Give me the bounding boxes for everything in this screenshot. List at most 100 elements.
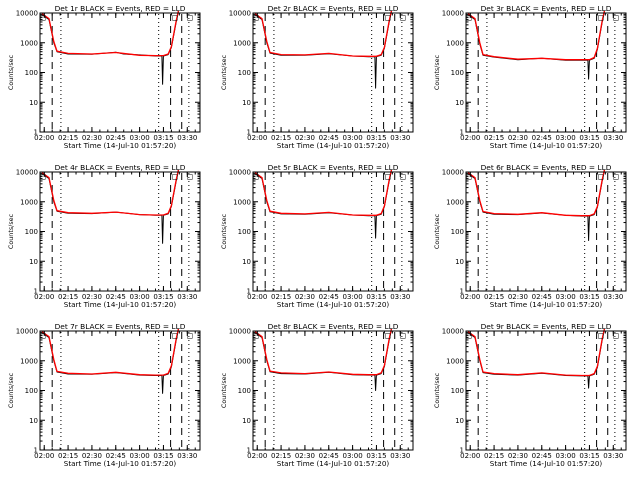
y-axis-label: Counts/sec xyxy=(433,54,441,90)
x-tick-label: 02:00 xyxy=(460,293,480,301)
y-tick-label: 1000 xyxy=(20,39,38,47)
y-tick-label: 10 xyxy=(242,258,251,266)
x-axis-label: Start Time (14-Jul-10 01:57:20) xyxy=(490,300,603,309)
corner-glyph: ◻ xyxy=(400,13,407,22)
x-tick-label: 02:15 xyxy=(484,134,504,142)
series-line-lld xyxy=(254,328,393,376)
x-tick-label: 02:15 xyxy=(484,293,504,301)
corner-glyph: ◻ xyxy=(187,331,194,340)
x-tick-label: 02:45 xyxy=(319,452,339,460)
x-tick-label: 02:30 xyxy=(82,293,102,301)
x-tick-label: 03:00 xyxy=(130,293,150,301)
x-tick-label: 03:30 xyxy=(603,293,623,301)
corner-glyph: ◻ xyxy=(613,331,620,340)
x-tick-label: 03:00 xyxy=(556,293,576,301)
panel-title: Det 1r BLACK = Events, RED = LLD xyxy=(55,4,186,13)
y-tick-label: 10000 xyxy=(442,10,464,18)
y-tick-label: 1 xyxy=(34,288,38,296)
y-tick-label: 1 xyxy=(460,447,464,455)
y-tick-label: 10 xyxy=(242,99,251,107)
series-line-lld xyxy=(41,328,180,376)
x-tick-label: 02:15 xyxy=(271,452,291,460)
series-line-lld xyxy=(41,169,180,216)
y-tick-label: 10 xyxy=(455,258,464,266)
y-tick-label: 100 xyxy=(25,387,38,395)
x-tick-label: 02:30 xyxy=(82,134,102,142)
series-line-lld xyxy=(254,169,393,216)
x-tick-label: 02:45 xyxy=(532,293,552,301)
corner-glyph: ◻ xyxy=(253,331,260,340)
x-tick-label: 02:45 xyxy=(106,452,126,460)
y-axis-label: Counts/sec xyxy=(7,213,15,249)
x-tick-label: 03:15 xyxy=(153,293,173,301)
x-tick-label: 02:00 xyxy=(247,293,267,301)
y-tick-label: 100 xyxy=(25,69,38,77)
y-tick-label: 1000 xyxy=(233,198,251,206)
corner-glyph: ◻ xyxy=(466,331,473,340)
y-tick-label: 1000 xyxy=(446,198,464,206)
series-line-lld xyxy=(254,10,393,57)
corner-glyph: ◻ xyxy=(400,331,407,340)
x-tick-label: 02:15 xyxy=(271,134,291,142)
x-tick-label: 03:15 xyxy=(153,134,173,142)
x-tick-label: 03:30 xyxy=(177,452,197,460)
y-axis-label: Counts/sec xyxy=(433,213,441,249)
x-tick-label: 03:15 xyxy=(366,134,386,142)
x-tick-label: 02:00 xyxy=(247,452,267,460)
series-line-lld xyxy=(467,10,606,61)
x-tick-label: 03:00 xyxy=(343,134,363,142)
y-tick-label: 100 xyxy=(451,228,464,236)
corner-glyph: ◻ xyxy=(40,172,47,181)
y-tick-label: 10 xyxy=(242,417,251,425)
corner-glyph: ◻ xyxy=(172,331,179,340)
y-tick-label: 10 xyxy=(29,258,38,266)
x-tick-label: 03:15 xyxy=(579,134,599,142)
y-axis-label: Counts/sec xyxy=(7,54,15,90)
x-tick-label: 03:00 xyxy=(130,452,150,460)
y-tick-label: 100 xyxy=(238,228,251,236)
corner-glyph: ◻ xyxy=(385,172,392,181)
x-tick-label: 02:30 xyxy=(295,134,315,142)
series-line-lld xyxy=(41,10,180,57)
y-tick-label: 1 xyxy=(247,129,251,137)
corner-glyph: ◻ xyxy=(172,172,179,181)
x-tick-label: 02:15 xyxy=(58,452,78,460)
x-tick-label: 03:30 xyxy=(390,452,410,460)
x-tick-label: 03:15 xyxy=(366,293,386,301)
corner-glyph: ◻ xyxy=(172,13,179,22)
y-tick-label: 10000 xyxy=(229,169,251,177)
x-axis-label: Start Time (14-Jul-10 01:57:20) xyxy=(490,141,603,150)
x-tick-label: 03:15 xyxy=(153,452,173,460)
x-tick-label: 02:30 xyxy=(82,452,102,460)
x-tick-label: 02:15 xyxy=(58,134,78,142)
panel-title: Det 2r BLACK = Events, RED = LLD xyxy=(268,4,399,13)
y-tick-label: 10 xyxy=(455,99,464,107)
panel-title: Det 5r BLACK = Events, RED = LLD xyxy=(268,163,399,172)
corner-glyph: ◻ xyxy=(613,13,620,22)
y-tick-label: 1000 xyxy=(20,198,38,206)
x-tick-label: 02:45 xyxy=(106,293,126,301)
x-axis-label: Start Time (14-Jul-10 01:57:20) xyxy=(277,300,390,309)
y-tick-label: 100 xyxy=(238,387,251,395)
corner-glyph: ◻ xyxy=(253,13,260,22)
corner-glyph: ◻ xyxy=(40,13,47,22)
y-tick-label: 10000 xyxy=(16,169,38,177)
series-line-lld xyxy=(467,169,606,217)
y-tick-label: 1 xyxy=(460,129,464,137)
x-tick-label: 02:00 xyxy=(34,293,54,301)
y-tick-label: 1 xyxy=(34,447,38,455)
x-tick-label: 02:45 xyxy=(532,452,552,460)
y-axis-label: Counts/sec xyxy=(220,54,228,90)
x-tick-label: 03:15 xyxy=(366,452,386,460)
detector-panel-5: 1 10 100 1000 10000 02:00 02:15 02:30 02:45 03:00… xyxy=(220,163,414,309)
x-axis-label: Start Time (14-Jul-10 01:57:20) xyxy=(277,459,390,468)
detector-panel-7: 1 10 100 1000 10000 02:00 02:15 02:30 02:45 03:00… xyxy=(7,322,201,468)
y-tick-label: 1 xyxy=(34,129,38,137)
x-tick-label: 03:00 xyxy=(556,452,576,460)
x-tick-label: 02:30 xyxy=(295,452,315,460)
x-tick-label: 02:15 xyxy=(58,293,78,301)
corner-glyph: ◻ xyxy=(613,172,620,181)
y-tick-label: 1000 xyxy=(233,357,251,365)
y-tick-label: 100 xyxy=(451,387,464,395)
